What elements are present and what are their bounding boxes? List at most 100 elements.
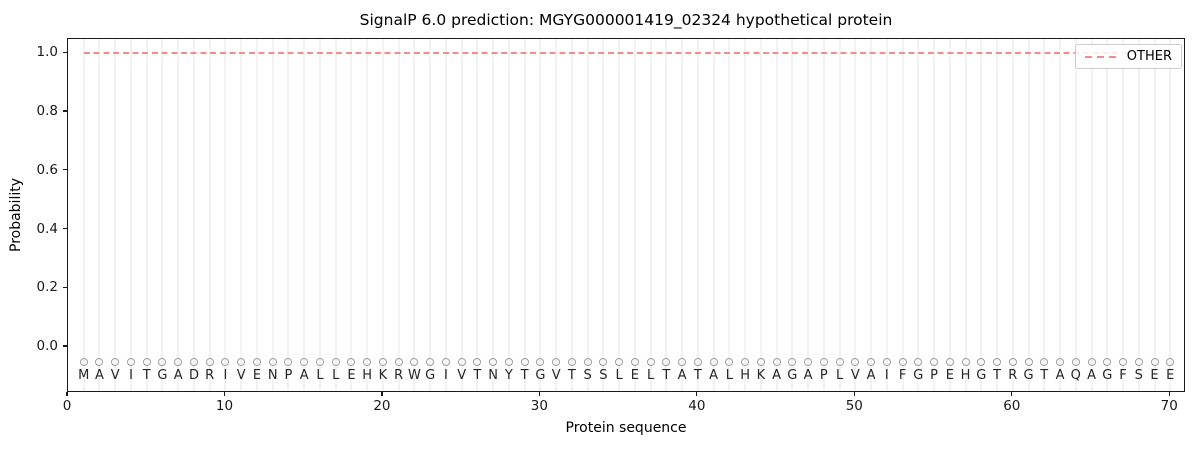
residue-marker [693,357,702,366]
gridline [208,39,211,391]
residue-letter: G [913,368,924,384]
gridline [933,39,936,391]
residue-letter: A [95,368,104,384]
residue-letter: R [1008,368,1018,384]
gridline [350,39,353,391]
residue-marker [79,357,88,366]
residue-marker [835,357,844,366]
gridline [1169,39,1172,391]
gridline [901,39,904,391]
x-tick-label: 30 [530,398,548,414]
residue-marker [410,357,419,366]
x-tick-label: 10 [215,398,234,414]
gridline [1074,39,1077,391]
residue-letter: D [188,368,199,384]
residue-letter: L [615,368,623,384]
gridline [885,39,888,391]
x-tick-label: 70 [1160,398,1178,414]
legend-label: OTHER [1126,49,1172,64]
residue-marker [772,357,781,366]
residue-letter: I [884,368,889,384]
gridline [1043,39,1046,391]
y-tick-label: 0.2 [36,279,58,296]
residue-marker [819,357,828,366]
residue-marker [678,357,687,366]
gridline [381,39,384,391]
residue-letter: N [267,368,278,384]
residue-letter: A [173,368,183,384]
residue-letter: L [646,368,655,384]
residue-letter: G [976,368,987,384]
residue-letter: T [693,368,702,384]
residue-letter: P [284,368,293,384]
residue-letter: V [110,368,120,384]
residue-letter: E [252,368,262,384]
residue-marker [882,357,891,366]
x-tick-mark [381,392,383,396]
residue-letter: H [960,368,971,384]
residue-letter: I [223,368,228,384]
gridline [728,39,731,391]
residue-letter: I [129,368,133,384]
x-tick-mark [223,392,226,396]
residue-letter: R [205,368,215,384]
residue-marker [867,357,876,366]
residue-letter: A [1055,368,1065,384]
gridline [1059,39,1062,391]
residue-marker [945,357,954,366]
residue-letter: A [677,368,687,384]
residue-letter: A [803,368,813,384]
residue-letter: T [473,368,482,384]
residue-marker [977,357,986,366]
residue-marker [284,357,293,366]
gridline [1137,39,1140,391]
residue-letter: S [583,368,592,384]
gridline [775,39,778,391]
gridline [98,39,101,391]
x-tick-mark [1168,392,1170,396]
gridline [980,39,983,391]
residue-marker [898,357,907,366]
residue-marker [1103,357,1112,366]
gridline [303,39,306,391]
residue-marker [300,357,309,366]
residue-marker [1071,357,1080,366]
residue-letter: S [599,368,608,384]
gridline [964,39,967,391]
residue-marker [1166,357,1175,366]
gridline [413,39,416,391]
residue-marker [189,357,198,366]
residue-marker [788,357,797,366]
residue-marker [237,357,246,366]
residue-marker [347,357,356,366]
x-tick-mark [696,392,698,396]
gridline [177,39,180,391]
y-tick-label: 1.0 [36,44,58,61]
residue-marker [441,357,450,366]
residue-marker [646,357,655,366]
residue-marker [489,357,498,366]
gridline [492,39,495,391]
y-axis-label: Probability [8,177,24,253]
gridline [287,39,290,391]
residue-letter: T [1040,368,1049,384]
gridline [1090,39,1093,391]
residue-letter: T [142,368,151,384]
residue-marker [174,357,183,366]
residue-letter: L [316,368,324,384]
gridline [996,39,999,391]
gridline [586,39,589,391]
gridline [114,39,117,391]
residue-marker [1056,357,1065,366]
y-tick-mark [63,169,67,171]
residue-marker [457,357,466,366]
residue-letter: K [378,368,388,384]
chart-title: SignalP 6.0 prediction: MGYG000001419_02… [359,11,893,29]
residue-marker [741,357,750,366]
gridline [838,39,841,391]
residue-letter: P [819,368,828,384]
gridline [791,39,794,391]
residue-marker [426,357,435,366]
residue-marker [851,357,860,366]
